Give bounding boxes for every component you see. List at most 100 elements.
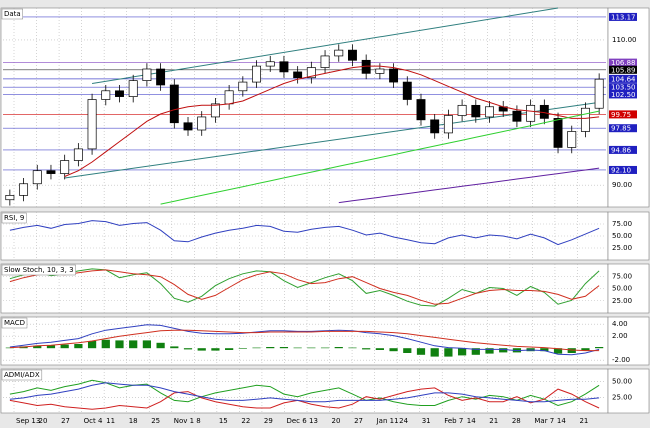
candle-body — [306, 67, 316, 79]
level-label: 106.88 — [611, 59, 636, 67]
x-tick-label: 21 — [489, 417, 498, 425]
level-badge — [609, 74, 637, 83]
panel-title-box — [1, 317, 28, 329]
candle-body — [594, 78, 604, 109]
level-label: 94.86 — [611, 146, 632, 154]
candle-body — [169, 84, 179, 124]
x-tick-label: 14 — [467, 417, 476, 425]
x-tick-label: Oct 4 — [84, 417, 103, 425]
candle-body — [293, 71, 303, 79]
y-tick-label: 4.00 — [612, 320, 628, 328]
histogram-bar — [266, 347, 275, 349]
x-tick-label: 29 — [264, 417, 273, 425]
level-badge — [609, 124, 637, 133]
histogram-bar — [156, 342, 165, 349]
candle-body — [73, 148, 83, 161]
histogram-bar — [225, 348, 234, 350]
panel-title: Data — [4, 10, 21, 18]
level-label: 105.89 — [611, 66, 636, 74]
level-badge — [609, 145, 637, 154]
histogram-bar — [375, 348, 384, 350]
histogram-bar — [348, 347, 357, 349]
histogram-bar — [471, 348, 480, 355]
histogram-bar — [595, 347, 604, 349]
series-line — [9, 324, 600, 356]
x-tick-label: 22 — [241, 417, 250, 425]
histogram-bar — [320, 347, 330, 349]
histogram-bar — [101, 339, 110, 349]
x-tick-label: 18 — [129, 417, 138, 425]
level-badge — [609, 165, 637, 174]
candle-body — [210, 103, 220, 118]
candle-body — [320, 55, 330, 68]
x-tick-label: 27 — [354, 417, 363, 425]
candle-body — [375, 68, 385, 74]
level-badge — [609, 110, 637, 119]
candle-body — [46, 170, 56, 174]
candle-body — [389, 68, 399, 83]
x-tick-label: 13 — [309, 417, 318, 425]
candle-body — [580, 107, 590, 132]
histogram-bar — [183, 348, 193, 350]
candle-body — [526, 104, 536, 122]
histogram-bar — [197, 348, 206, 351]
series-line — [9, 269, 600, 305]
histogram-bar — [444, 348, 453, 357]
candle-body — [567, 131, 577, 148]
histogram-bar — [553, 348, 563, 354]
x-tick-label: Feb 7 — [444, 417, 463, 425]
x-tick-label: 31 — [422, 417, 431, 425]
y-tick-label: 90.00 — [612, 181, 632, 189]
axis-background — [607, 263, 650, 314]
level-badge — [609, 58, 637, 67]
x-tick-label: 20 — [332, 417, 341, 425]
panel-title: MACD — [4, 319, 25, 327]
y-tick-label: 50.00 — [612, 285, 632, 293]
histogram-bar — [170, 346, 179, 349]
y-tick-label: 75.00 — [612, 272, 632, 280]
histogram-bar — [307, 347, 316, 349]
x-tick-label: 20 — [39, 417, 48, 425]
x-tick-label: Sep 13 — [16, 417, 40, 425]
histogram-bar — [389, 348, 398, 352]
x-tick-label: 24 — [399, 417, 408, 425]
level-label: 103.50 — [611, 84, 636, 92]
x-tick-label: 15 — [219, 417, 228, 425]
axis-background — [607, 368, 650, 414]
candle-body — [485, 106, 494, 118]
trendline — [64, 101, 600, 179]
x-tick-label: 25 — [151, 417, 160, 425]
histogram-bar — [567, 348, 576, 353]
panel-title: RSI, 9 — [4, 214, 24, 222]
level-label: 102.50 — [611, 91, 636, 99]
candle-body — [238, 81, 248, 92]
candle-body — [457, 104, 467, 116]
level-badge — [609, 83, 637, 92]
candle-body — [142, 68, 152, 81]
series-line — [9, 382, 600, 403]
histogram-bar — [74, 344, 83, 349]
candle-body — [443, 115, 453, 134]
candle-body — [183, 122, 193, 131]
x-tick-label: 14 — [557, 417, 566, 425]
y-tick-label: 50.00 — [612, 378, 632, 386]
x-tick-label: 28 — [512, 417, 521, 425]
y-tick-label: 75.00 — [612, 220, 632, 228]
candle-body — [101, 90, 111, 100]
histogram-bar — [211, 348, 220, 351]
candle-body — [156, 68, 166, 86]
histogram-bar — [362, 348, 371, 350]
histogram-bar — [252, 347, 261, 349]
axis-background — [607, 316, 650, 366]
y-tick-label: 25.00 — [612, 393, 632, 401]
candle-body — [224, 90, 234, 105]
candle-body — [87, 99, 97, 150]
x-tick-label: 8 — [196, 417, 200, 425]
histogram-bar — [581, 348, 590, 351]
candle-body — [265, 61, 275, 67]
level-badge — [609, 90, 637, 99]
candle-body — [334, 49, 344, 57]
series-line — [64, 65, 600, 177]
candle-body — [512, 110, 522, 122]
